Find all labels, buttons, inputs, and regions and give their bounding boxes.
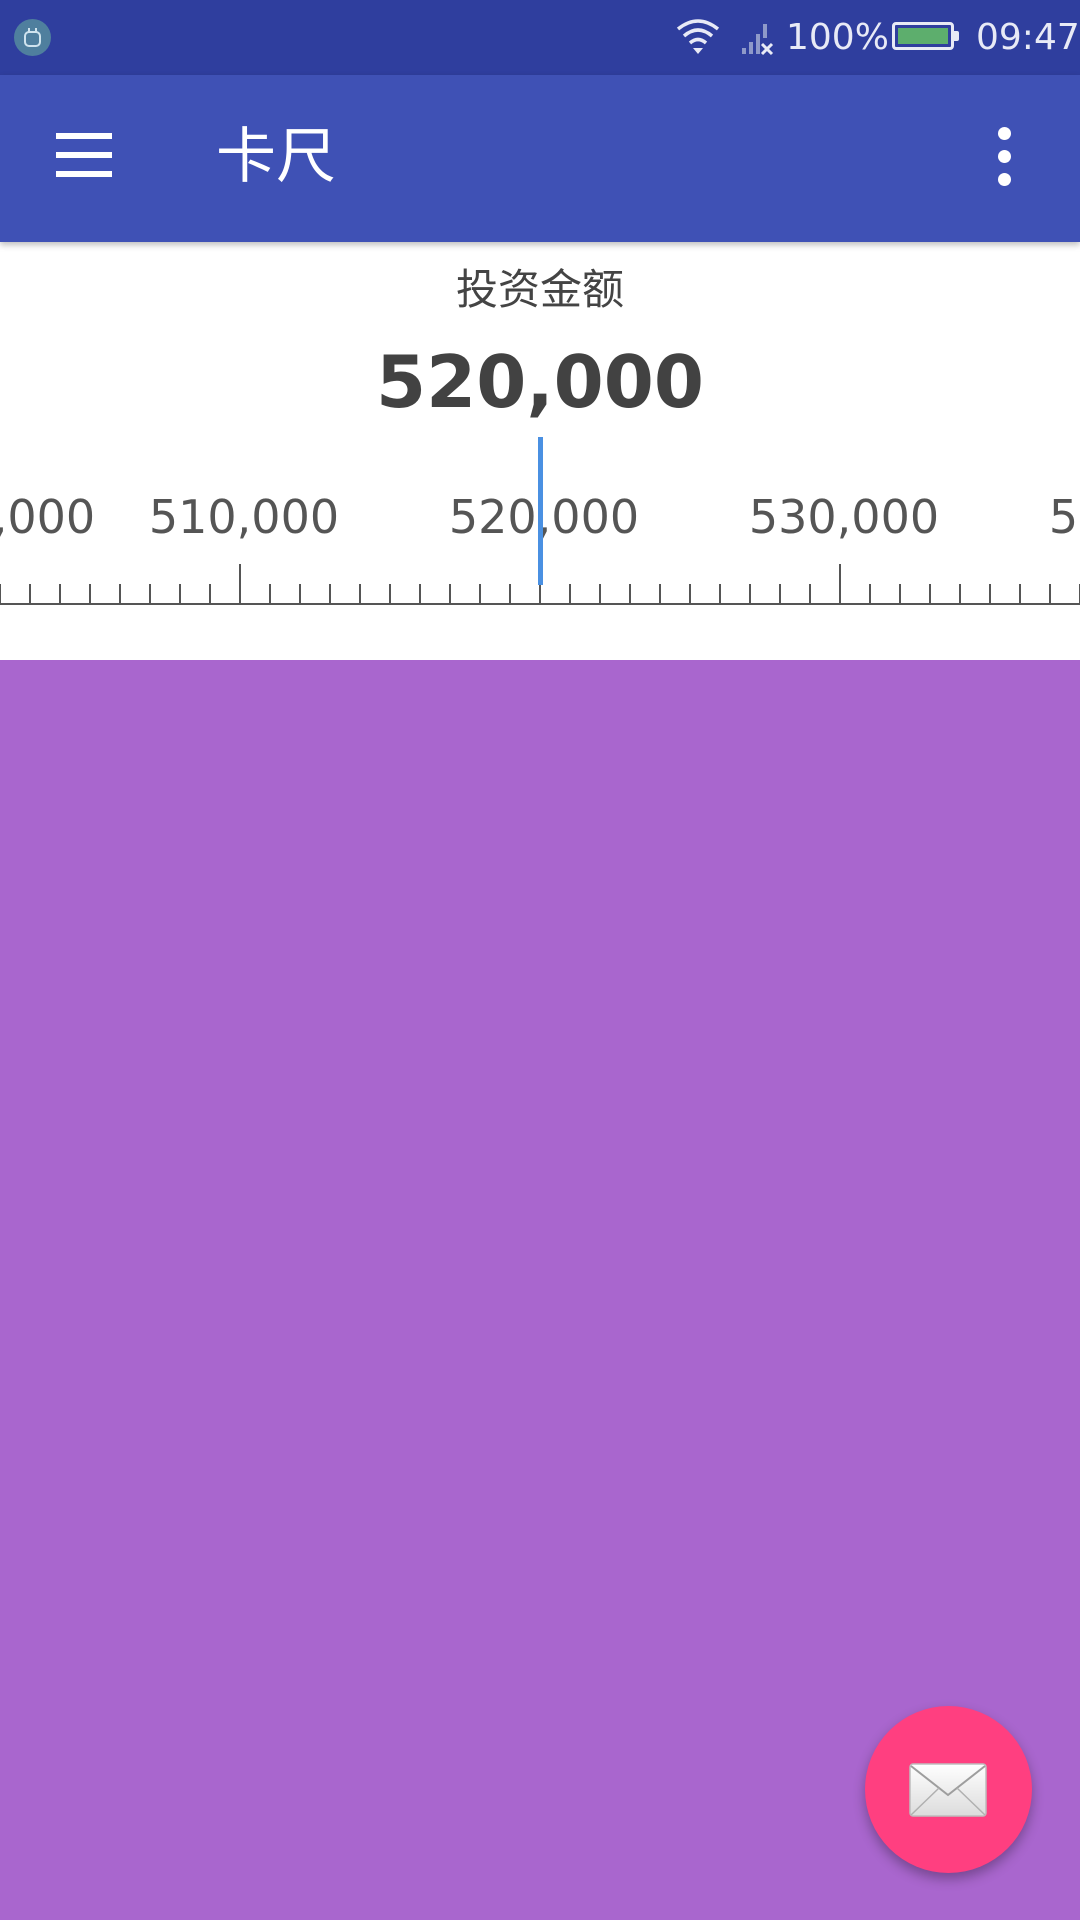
status-time: 09:47 <box>976 17 1080 58</box>
email-fab-button[interactable] <box>865 1706 1032 1873</box>
ruler-tick-label: 530,000 <box>749 490 939 544</box>
ruler-label: 投资金额 <box>455 265 624 314</box>
battery-percent: 100% <box>786 17 889 58</box>
status-bar: 100% 09:47 <box>0 0 1080 75</box>
page-title: 卡尺 <box>216 122 336 192</box>
ruler-indicator <box>538 437 543 585</box>
wifi-icon <box>676 19 720 54</box>
ruler-panel: 投资金额 520,000 500,000 510,000 520,000 530… <box>0 242 1080 660</box>
signal-no-sim-icon <box>742 24 774 56</box>
ruler-tick-label: 540,000 <box>1049 490 1080 544</box>
battery-icon <box>892 22 959 50</box>
android-debug-icon <box>14 19 51 56</box>
app-bar: 卡尺 <box>0 75 1080 242</box>
ruler-tick-label: 520,000 <box>449 490 639 544</box>
ruler-tick-label: 510,000 <box>149 490 339 544</box>
ruler-value: 520,000 <box>376 340 704 424</box>
envelope-icon <box>909 1763 987 1817</box>
ruler-scale[interactable]: 500,000 510,000 520,000 530,000 540,000 <box>0 437 1080 617</box>
menu-icon[interactable] <box>56 133 112 177</box>
ruler-tick-label: 500,000 <box>0 490 95 544</box>
